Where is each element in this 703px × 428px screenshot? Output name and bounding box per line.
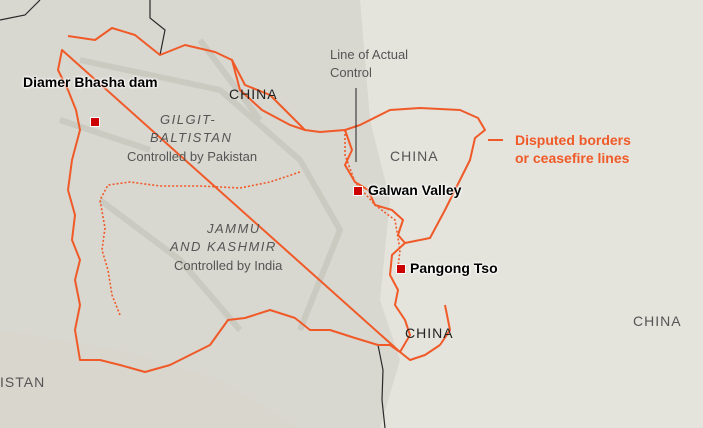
gilgit-name-2: BALTISTAN bbox=[150, 130, 233, 145]
country-label-china-south: CHINA bbox=[405, 325, 454, 341]
pangong-tso-marker bbox=[396, 264, 406, 274]
national-border bbox=[149, 0, 166, 56]
galwan-valley-marker bbox=[353, 186, 363, 196]
jammu-name-2: AND KASHMIR bbox=[170, 239, 277, 254]
national-border bbox=[0, 0, 41, 21]
legend-line1: Disputed borders bbox=[515, 132, 631, 148]
gilgit-name-1: GILGIT- bbox=[160, 112, 217, 127]
legend-line2: or ceasefire lines bbox=[515, 150, 630, 166]
jammu-status: Controlled by India bbox=[174, 258, 283, 273]
lac-annotation-line1: Line of Actual bbox=[330, 47, 409, 62]
pangong-tso-label: Pangong Tso bbox=[410, 260, 498, 276]
national-border bbox=[377, 344, 386, 428]
gilgit-status: Controlled by Pakistan bbox=[127, 149, 258, 164]
terrain-plain bbox=[0, 330, 300, 428]
line-of-actual-control-dotted bbox=[344, 130, 401, 269]
country-label-pakistan: ISTAN bbox=[0, 374, 46, 390]
jammu-name-1: JAMMU bbox=[207, 221, 261, 236]
diamer-dam-label: Diamer Bhasha dam bbox=[23, 74, 158, 90]
diamer-dam-marker bbox=[90, 117, 100, 127]
disputed-border-line bbox=[231, 59, 306, 131]
lac-annotation-line2: Control bbox=[330, 65, 372, 80]
country-label-china-center: CHINA bbox=[390, 148, 439, 164]
country-label-china-nw: CHINA bbox=[229, 86, 278, 102]
galwan-valley-label: Galwan Valley bbox=[368, 182, 462, 198]
disputed-border-line bbox=[439, 304, 452, 346]
terrain-ridges bbox=[59, 38, 344, 332]
disputed-border-line bbox=[57, 27, 486, 373]
country-label-china-east: CHINA bbox=[633, 313, 682, 329]
